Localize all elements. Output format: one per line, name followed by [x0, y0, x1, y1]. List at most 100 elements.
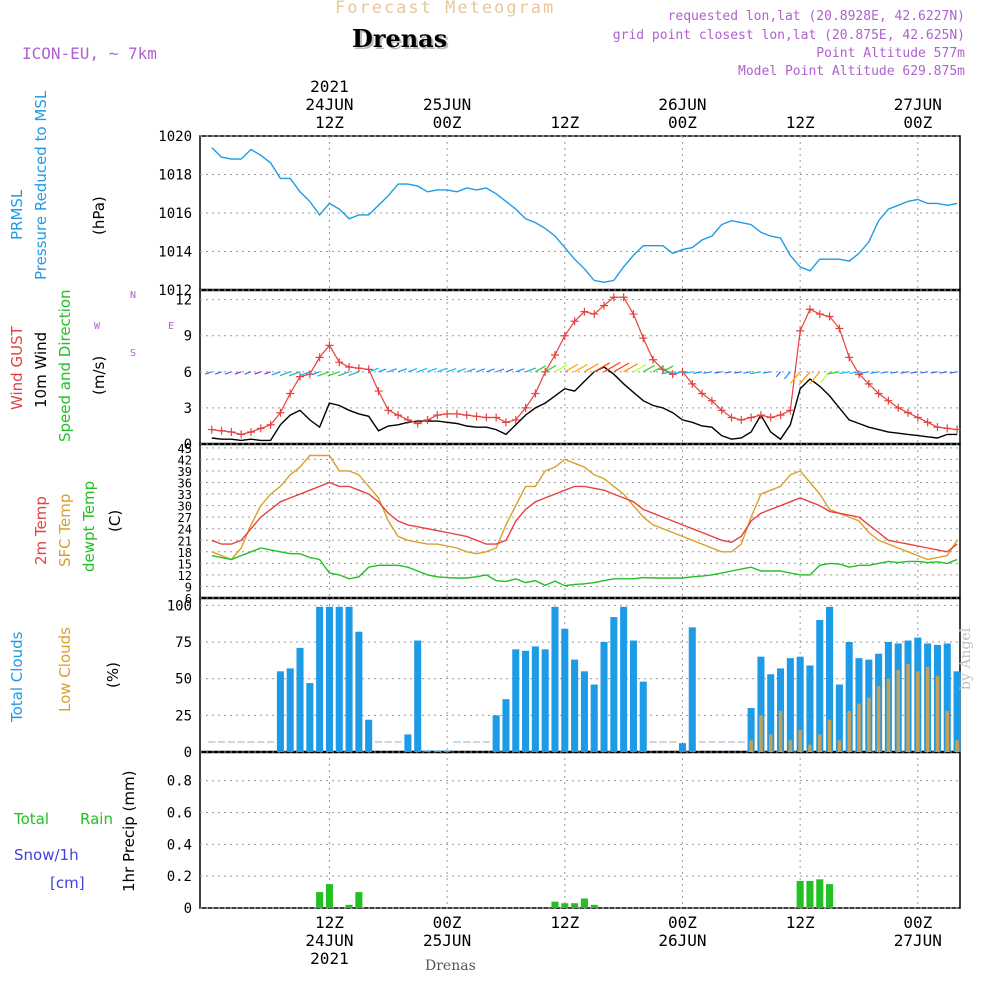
wind-gust-marker	[237, 430, 246, 439]
chart-title: Forecast Meteogram	[335, 0, 556, 18]
wind-direction-arrow	[890, 371, 899, 374]
rain-label-1: Total	[14, 810, 50, 828]
rain-bar	[345, 904, 353, 908]
wind-gust-marker	[884, 396, 893, 405]
time-label-bottom-hour: 12Z	[786, 913, 815, 932]
wind-direction-arrow	[378, 368, 387, 373]
time-label-top-hour: 00Z	[903, 113, 932, 132]
wind-gust-marker	[923, 418, 932, 427]
wind-direction-arrow	[337, 371, 350, 377]
wind-gust-marker	[364, 365, 373, 374]
wind-gust-marker	[717, 406, 726, 415]
wind-direction-arrow	[437, 367, 447, 373]
time-label-top-hour: 00Z	[668, 113, 697, 132]
low-clouds-bar	[886, 678, 891, 752]
temp-tick-label: 15	[178, 557, 192, 571]
pressure-unit: (hPa)	[90, 196, 108, 235]
wind-gust-marker	[452, 409, 461, 418]
rain-bar	[580, 898, 588, 908]
temp-tick-label: 30	[178, 500, 192, 514]
wind-gust-marker	[609, 293, 618, 302]
wind-direction-arrow	[633, 363, 647, 373]
total-clouds-bar	[786, 658, 794, 752]
wind-gust-marker	[766, 413, 775, 422]
wind-gust-marker	[933, 423, 942, 432]
wind-gust-marker	[276, 408, 285, 417]
total-clouds-bar	[826, 606, 834, 752]
total-clouds-bar	[620, 606, 628, 752]
total-clouds-bar	[777, 668, 785, 752]
low-clouds-bar	[837, 740, 842, 752]
wind-direction-arrow	[288, 371, 301, 377]
total-clouds-bar	[610, 617, 618, 752]
rain-bar	[816, 879, 824, 908]
low-clouds-label: Low Clouds	[56, 627, 74, 712]
footer-location: Drenas	[425, 958, 476, 974]
low-clouds-bar	[916, 671, 920, 752]
wind-direction-arrow	[693, 371, 703, 374]
wind-gust-marker	[854, 370, 863, 379]
low-clouds-bar	[749, 740, 753, 752]
wind-gust-marker	[756, 411, 765, 420]
wind-gust-marker	[521, 403, 530, 412]
time-label-top-year: 2021	[310, 77, 349, 96]
wind-direction-arrow	[920, 371, 928, 374]
wind-direction-arrow	[910, 371, 918, 374]
wind-gust-marker	[825, 312, 834, 321]
temp-tick-label: 24	[178, 523, 192, 537]
time-label-bottom-date: 26JUN	[658, 931, 706, 950]
wind-gust-marker	[600, 301, 609, 310]
total-clouds-bar	[943, 643, 951, 752]
wind-direction-arrow	[661, 371, 673, 375]
wind-gust-marker	[325, 341, 334, 350]
wind-direction-arrow	[775, 371, 782, 378]
temp2m-label: 2m Temp	[32, 496, 50, 565]
total-clouds-bar	[678, 743, 687, 752]
wind-direction-arrow	[264, 371, 271, 375]
wind-gust-marker	[845, 353, 854, 362]
compass-north: N	[130, 290, 137, 301]
wind-gust-marker	[943, 424, 952, 433]
pressure-tick-label: 1020	[158, 129, 192, 145]
rain-bar	[551, 901, 559, 908]
total-clouds-bar	[355, 631, 363, 752]
low-clouds-bar	[778, 710, 783, 752]
wind-direction-arrow	[870, 371, 879, 374]
pressure-line	[211, 147, 958, 284]
low-clouds-bar	[768, 734, 773, 752]
temp-tick-label: 9	[185, 580, 192, 594]
rain-bar	[355, 892, 363, 908]
wind-direction-arrow	[743, 371, 752, 374]
total-clouds-bar	[629, 640, 637, 752]
wind-gust-marker	[403, 415, 412, 424]
wind-direction-arrow	[714, 371, 722, 374]
wind-gust-marker	[864, 379, 873, 388]
rain-label-2: Rain	[80, 810, 113, 828]
total-clouds-label: Total Clouds	[8, 631, 26, 722]
wind-direction-arrow	[279, 371, 291, 377]
total-clouds-bar	[316, 606, 324, 752]
low-clouds-bar	[818, 734, 822, 752]
wind-gust-marker	[531, 389, 540, 398]
snow-label: Snow/1h	[14, 846, 79, 864]
precip-tick-label: 0	[184, 901, 192, 917]
low-clouds-bar	[827, 719, 832, 752]
time-label-bottom-year: 2021	[310, 949, 349, 968]
wind-direction-arrow	[939, 371, 948, 374]
low-clouds-bar	[867, 697, 871, 752]
time-label-top-date: 26JUN	[658, 95, 706, 114]
time-label-bottom-hour: 00Z	[903, 913, 932, 932]
rain-bar	[571, 903, 579, 908]
clouds-unit: (%)	[104, 662, 122, 688]
wind-gust-marker	[443, 409, 452, 418]
wind-direction-arrow	[703, 371, 713, 374]
low-clouds-bar	[925, 666, 930, 752]
wind-dir-label: Speed and Direction	[56, 289, 74, 442]
wind-gust-marker	[639, 334, 648, 343]
wind-tick-label: 0	[184, 437, 192, 453]
wind-gust-marker	[286, 389, 295, 398]
requested-coords: requested lon,lat (20.8928E, 42.6227N)	[667, 9, 965, 24]
total-clouds-bar	[757, 656, 765, 752]
point-altitude: Point Altitude 577m	[816, 46, 965, 61]
total-clouds-bar	[296, 647, 304, 752]
